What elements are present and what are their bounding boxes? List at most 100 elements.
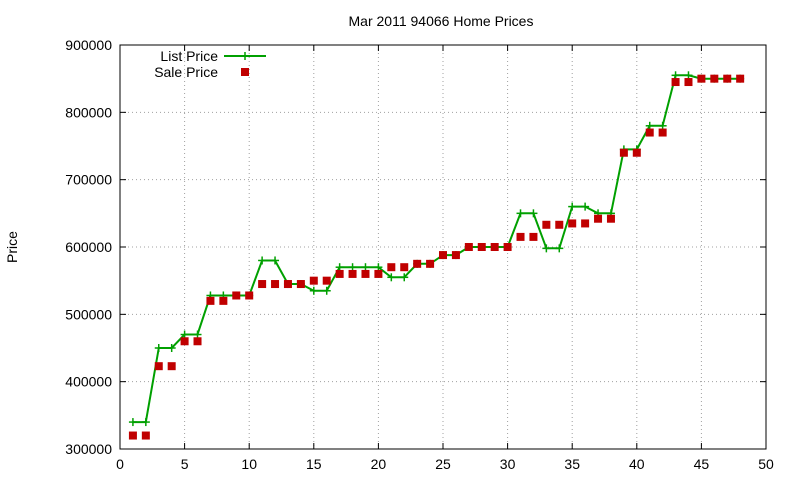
- x-tick-label: 45: [694, 456, 710, 472]
- x-tick-label: 15: [306, 456, 322, 472]
- list-price-point: [128, 418, 137, 427]
- sale-price-point: [128, 431, 137, 440]
- list-price-point: [671, 71, 680, 80]
- list-price-point: [400, 273, 409, 282]
- sale-price-point: [374, 269, 383, 278]
- list-price-point: [348, 263, 357, 272]
- list-price-point: [193, 330, 202, 339]
- list-price-point: [309, 286, 318, 295]
- y-tick-label: 700000: [65, 172, 112, 188]
- sale-price-point: [258, 280, 267, 289]
- y-tick-label: 500000: [65, 306, 112, 322]
- sale-price-point: [193, 337, 202, 346]
- sale-price-point: [645, 128, 654, 137]
- x-tick-label: 35: [564, 456, 580, 472]
- sale-price-point: [348, 269, 357, 278]
- sale-price-point: [516, 232, 525, 241]
- grid: [120, 45, 766, 449]
- x-tick-label: 20: [371, 456, 387, 472]
- sale-price-point: [490, 243, 499, 251]
- list-price-point: [516, 209, 525, 218]
- list-price-point: [658, 121, 667, 130]
- y-tick-label: 800000: [65, 104, 112, 120]
- sale-price-point: [309, 276, 318, 285]
- list-price-point: [581, 202, 590, 211]
- y-tick-label: 400000: [65, 374, 112, 390]
- list-price-point: [387, 273, 396, 282]
- list-price-point: [645, 121, 654, 130]
- sale-price-point: [671, 78, 680, 87]
- sale-price-point: [632, 148, 641, 157]
- sale-price-point: [296, 280, 305, 289]
- legend-label-sale-price: Sale Price: [154, 64, 218, 80]
- sale-price-point: [400, 263, 409, 272]
- sale-price-point: [232, 291, 241, 300]
- sale-price-point: [413, 259, 422, 268]
- x-tick-label: 5: [181, 456, 189, 472]
- x-tick-label: 30: [500, 456, 516, 472]
- legend-marker-sale-price: [241, 68, 249, 76]
- sale-price-point: [503, 243, 512, 251]
- sale-price-point: [283, 280, 292, 289]
- list-price-point: [542, 244, 551, 253]
- sale-price-point: [684, 78, 693, 87]
- sale-price-point: [658, 128, 667, 137]
- x-tick-label: 10: [241, 456, 257, 472]
- sale-price-point: [594, 214, 603, 223]
- sale-price-point: [154, 362, 163, 371]
- sale-price-point: [619, 148, 628, 157]
- sale-price-point: [581, 219, 590, 228]
- list-price-point: [361, 263, 370, 272]
- list-price-point: [335, 263, 344, 272]
- x-tick-label: 25: [435, 456, 451, 472]
- sale-price-point: [555, 220, 564, 229]
- list-price-point: [529, 209, 538, 218]
- x-tick-label: 40: [629, 456, 645, 472]
- sale-price-point: [697, 74, 706, 83]
- legend: List Price Sale Price: [154, 48, 266, 80]
- sale-price-point: [322, 276, 331, 285]
- tick-labels: 0 5 10 15 20 25 30 35 40 45 50 300000 400000 500000 60…: [65, 37, 774, 472]
- list-price-point: [167, 344, 176, 352]
- sale-price-point: [245, 291, 254, 300]
- list-price-point: [154, 344, 163, 352]
- list-price-point: [374, 263, 383, 272]
- sale-price-point: [439, 251, 447, 260]
- x-tick-label: 0: [116, 456, 124, 472]
- sale-price-point: [606, 214, 615, 223]
- list-price-point: [180, 330, 189, 339]
- sale-price-point: [335, 269, 344, 278]
- sale-price-point: [141, 431, 150, 440]
- plot-border: [119, 44, 767, 450]
- sale-price-point: [542, 220, 551, 229]
- sale-price-point: [723, 74, 732, 83]
- sale-price-point: [271, 280, 280, 289]
- sale-price-point: [451, 251, 460, 260]
- y-tick-label: 300000: [65, 441, 112, 457]
- list-price-point: [271, 256, 280, 265]
- sale-price-point: [736, 74, 745, 83]
- list-price-point: [684, 71, 693, 80]
- legend-label-list-price: List Price: [160, 48, 218, 64]
- series-layer: [128, 71, 745, 440]
- sale-price-point: [529, 232, 538, 241]
- y-tick-label: 900000: [65, 37, 112, 53]
- sale-price-point: [710, 74, 719, 83]
- sale-price-point: [387, 263, 396, 272]
- sale-price-point: [219, 296, 228, 305]
- legend-marker-list-price: [241, 52, 249, 60]
- y-axis-label: Price: [4, 231, 20, 263]
- sale-price-point: [426, 259, 435, 268]
- sale-price-point: [206, 296, 215, 305]
- sale-price-point: [361, 269, 370, 278]
- chart-title: Mar 2011 94066 Home Prices: [349, 13, 534, 29]
- y-tick-label: 600000: [65, 239, 112, 255]
- list-price-point: [322, 286, 331, 295]
- sale-price-point: [167, 362, 176, 371]
- sale-price-point: [568, 219, 577, 228]
- list-price-point: [568, 202, 577, 211]
- sale-price-point: [464, 243, 473, 251]
- sale-price-point: [477, 243, 486, 251]
- list-price-point: [555, 244, 564, 253]
